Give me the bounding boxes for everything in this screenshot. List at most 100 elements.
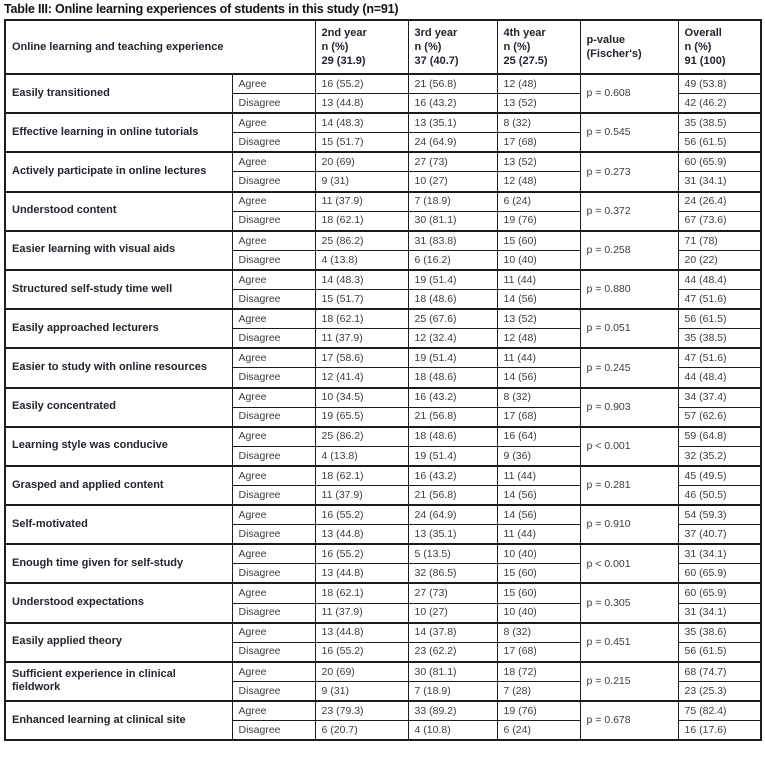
cell-4th-year-disagree: 17 (68) bbox=[496, 641, 581, 663]
response-disagree: Disagree bbox=[231, 289, 316, 310]
cell-3rd-year-disagree: 10 (27) bbox=[407, 171, 498, 193]
table-row-agree: Self-motivated Agree 16 (55.2) 24 (64.9) 14 … bbox=[4, 504, 762, 545]
cell-overall-disagree: 67 (73.6) bbox=[677, 210, 762, 232]
cell-2nd-year-disagree: 15 (51.7) bbox=[314, 132, 409, 153]
p-value-cell: p = 0.903 bbox=[579, 386, 679, 428]
response-agree: Agree bbox=[231, 504, 316, 526]
response-disagree: Disagree bbox=[231, 328, 316, 349]
cell-overall-disagree: 56 (61.5) bbox=[677, 132, 762, 153]
header-line: 3rd year bbox=[414, 26, 458, 39]
cell-2nd-year-disagree: 11 (37.9) bbox=[314, 602, 409, 624]
header-line: n (%) bbox=[503, 40, 531, 53]
table-body: Easily transitioned Agree 16 (55.2) 21 (56.… bbox=[4, 72, 762, 741]
cell-4th-year-disagree: 19 (76) bbox=[496, 210, 581, 232]
cell-overall-agree: 60 (65.9) bbox=[677, 582, 762, 604]
row-label: Structured self-study time well bbox=[4, 268, 233, 310]
cell-4th-year-agree: 12 (48) bbox=[496, 73, 581, 95]
cell-2nd-year-disagree: 4 (13.8) bbox=[314, 249, 409, 271]
cell-overall-agree: 71 (78) bbox=[677, 229, 762, 251]
table-row-agree: Sufficient experience in clinical fieldw… bbox=[4, 660, 762, 702]
cell-3rd-year-disagree: 13 (35.1) bbox=[407, 524, 498, 545]
cell-overall-disagree: 16 (17.6) bbox=[677, 720, 762, 741]
cell-4th-year-disagree: 7 (28) bbox=[496, 680, 581, 702]
row-label: Easily transitioned bbox=[4, 72, 233, 114]
cell-3rd-year-disagree: 21 (56.8) bbox=[407, 484, 498, 506]
cell-2nd-year-agree: 18 (62.1) bbox=[314, 582, 409, 604]
header-line: p-value bbox=[586, 33, 626, 46]
response-disagree: Disagree bbox=[231, 445, 316, 467]
table-row-disagree: Disagree 16 (55.2) 23 (62.2) 17 (68) 56 (61.… bbox=[5, 641, 762, 663]
p-value-cell: p = 0.215 bbox=[579, 660, 679, 702]
response-agree: Agree bbox=[231, 308, 316, 330]
response-agree: Agree bbox=[231, 621, 316, 643]
table-title: Table III: Online learning experiences o… bbox=[4, 2, 399, 16]
cell-4th-year-disagree: 12 (48) bbox=[496, 328, 581, 349]
response-disagree: Disagree bbox=[231, 132, 316, 153]
header-line: 4th year bbox=[503, 26, 546, 39]
cell-4th-year-agree: 11 (44) bbox=[496, 464, 581, 486]
cell-4th-year-disagree: 14 (56) bbox=[496, 367, 581, 388]
cell-overall-disagree: 42 (46.2) bbox=[677, 93, 762, 114]
cell-2nd-year-agree: 16 (55.2) bbox=[314, 543, 409, 565]
cell-3rd-year-disagree: 32 (86.5) bbox=[407, 563, 498, 584]
row-label: Easily approached lecturers bbox=[4, 308, 233, 349]
col-header-experience: Online learning and teaching experience bbox=[4, 19, 316, 75]
cell-4th-year-agree: 15 (60) bbox=[496, 229, 581, 251]
col-header-p-value: p-value (Fischer's) bbox=[579, 19, 679, 75]
p-value-cell: p = 0.281 bbox=[579, 464, 679, 506]
cell-3rd-year-agree: 16 (43.2) bbox=[407, 386, 498, 408]
cell-4th-year-agree: 13 (52) bbox=[496, 151, 581, 173]
cell-2nd-year-agree: 10 (34.5) bbox=[314, 386, 409, 408]
cell-3rd-year-disagree: 19 (51.4) bbox=[407, 445, 498, 467]
response-disagree: Disagree bbox=[231, 484, 316, 506]
table-row-agree: Enough time given for self-study Agree 16 … bbox=[4, 543, 762, 584]
header-line: n (%) bbox=[684, 40, 712, 53]
header-row: Online learning and teaching experience … bbox=[4, 19, 762, 75]
cell-overall-disagree: 20 (22) bbox=[677, 249, 762, 271]
cell-overall-agree: 35 (38.6) bbox=[677, 621, 762, 643]
table-row-agree: Easily approached lecturers Agree 18 (62.1… bbox=[4, 308, 762, 349]
cell-2nd-year-agree: 16 (55.2) bbox=[314, 504, 409, 526]
cell-3rd-year-agree: 21 (56.8) bbox=[407, 73, 498, 95]
response-disagree: Disagree bbox=[231, 680, 316, 702]
cell-3rd-year-disagree: 18 (48.6) bbox=[407, 367, 498, 388]
row-label: Easier to study with online resources bbox=[4, 347, 233, 389]
response-agree: Agree bbox=[231, 190, 316, 212]
response-disagree: Disagree bbox=[231, 406, 316, 428]
cell-3rd-year-agree: 14 (37.8) bbox=[407, 621, 498, 643]
cell-4th-year-disagree: 13 (52) bbox=[496, 93, 581, 114]
cell-overall-agree: 59 (64.8) bbox=[677, 425, 762, 447]
row-label: Sufficient experience in clinical fieldw… bbox=[4, 660, 233, 702]
cell-3rd-year-disagree: 10 (27) bbox=[407, 602, 498, 624]
cell-3rd-year-disagree: 30 (81.1) bbox=[407, 210, 498, 232]
cell-3rd-year-agree: 30 (81.1) bbox=[407, 660, 498, 682]
header-line: 37 (40.7) bbox=[414, 55, 459, 68]
cell-2nd-year-agree: 25 (86.2) bbox=[314, 425, 409, 447]
cell-overall-agree: 44 (48.4) bbox=[677, 268, 762, 291]
cell-2nd-year-agree: 25 (86.2) bbox=[314, 229, 409, 251]
table-row-disagree: Disagree 12 (41.4) 18 (48.6) 14 (56) 44 (48.… bbox=[5, 367, 762, 388]
response-disagree: Disagree bbox=[231, 367, 316, 388]
table-row-agree: Easily transitioned Agree 16 (55.2) 21 (56.… bbox=[4, 72, 762, 114]
response-agree: Agree bbox=[231, 386, 316, 408]
response-disagree: Disagree bbox=[231, 249, 316, 271]
response-agree: Agree bbox=[231, 268, 316, 291]
table-row-agree: Effective learning in online tutorials Ag… bbox=[4, 112, 762, 153]
cell-2nd-year-agree: 18 (62.1) bbox=[314, 464, 409, 486]
header-line: Overall bbox=[684, 26, 722, 39]
response-agree: Agree bbox=[231, 73, 316, 95]
header-line: n (%) bbox=[321, 40, 349, 53]
response-agree: Agree bbox=[231, 660, 316, 682]
row-label: Self-motivated bbox=[4, 504, 233, 545]
cell-3rd-year-disagree: 6 (16.2) bbox=[407, 249, 498, 271]
cell-4th-year-disagree: 9 (36) bbox=[496, 445, 581, 467]
row-label: Enhanced learning at clinical site bbox=[4, 699, 233, 741]
col-header-2nd-year: 2nd year n (%) 29 (31.9) bbox=[314, 19, 409, 75]
p-value-cell: p < 0.001 bbox=[579, 425, 679, 467]
cell-2nd-year-agree: 23 (79.3) bbox=[314, 700, 409, 722]
cell-3rd-year-disagree: 16 (43.2) bbox=[407, 93, 498, 114]
cell-overall-disagree: 46 (50.5) bbox=[677, 484, 762, 506]
response-agree: Agree bbox=[231, 229, 316, 251]
row-label: Easily applied theory bbox=[4, 621, 233, 663]
table-row-agree: Enhanced learning at clinical site Agree 2… bbox=[4, 699, 762, 741]
